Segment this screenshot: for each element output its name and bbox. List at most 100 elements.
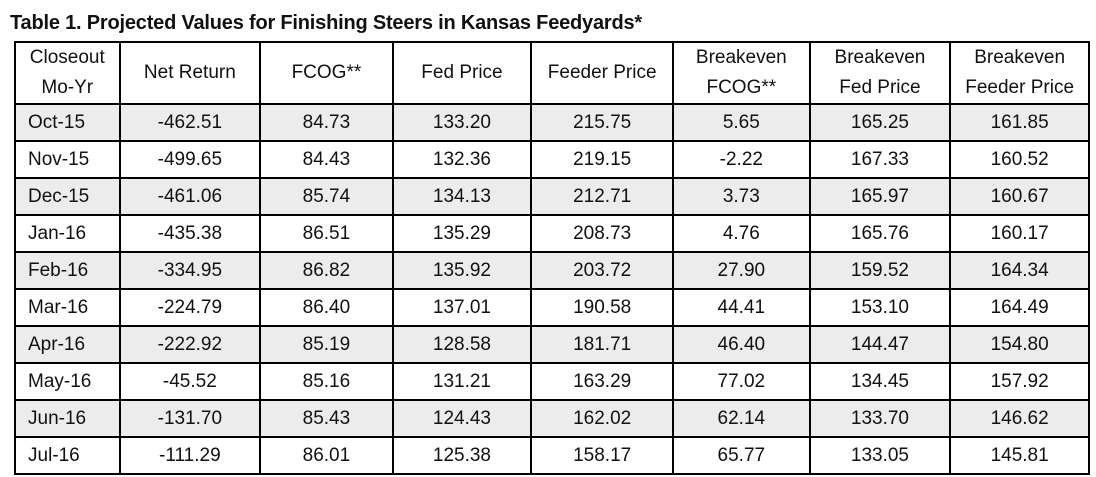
cell-breakeven-fcog: 77.02 [672,362,811,401]
cell-net-return: -435.38 [118,214,262,253]
table-header: Closeout Mo-Yr Net Return FCOG** Fed Pric… [14,41,1090,105]
cell-breakeven-feeder-price: 160.67 [949,177,1090,216]
cell-breakeven-fed-price: 133.05 [808,436,952,475]
cell-closeout-date: Jan-16 [14,214,121,253]
header-fed-price: Fed Price [391,41,533,105]
cell-fcog: 85.43 [259,399,394,438]
table-row: Mar-16 -224.79 86.40 137.01 190.58 44.41 153.1… [14,288,1090,327]
cell-feeder-price: 158.17 [530,436,675,475]
cell-fcog: 86.51 [259,214,394,253]
cell-closeout-date: Apr-16 [14,325,121,364]
cell-net-return: -111.29 [118,436,262,475]
cell-fed-price: 128.58 [391,325,533,364]
header-fcog: FCOG** [259,41,394,105]
cell-fcog: 86.01 [259,436,394,475]
header-feeder-price: Feeder Price [530,41,675,105]
cell-fed-price: 135.29 [391,214,533,253]
cell-closeout-date: May-16 [14,362,121,401]
cell-breakeven-fed-price: 133.70 [808,399,952,438]
table-row: Apr-16 -222.92 85.19 128.58 181.71 46.40 144.4… [14,325,1090,364]
cell-net-return: -461.06 [118,177,262,216]
cell-fcog: 85.19 [259,325,394,364]
table-row: Jun-16 -131.70 85.43 124.43 162.02 62.14 133.7… [14,399,1090,438]
cell-breakeven-fcog: 44.41 [672,288,811,327]
cell-closeout-date: Dec-15 [14,177,121,216]
cell-breakeven-fed-price: 144.47 [808,325,952,364]
cell-breakeven-fed-price: 153.10 [808,288,952,327]
cell-breakeven-feeder-price: 154.80 [949,325,1090,364]
table-row: Feb-16 -334.95 86.82 135.92 203.72 27.90 159.5… [14,251,1090,290]
cell-closeout-date: Jun-16 [14,399,121,438]
cell-feeder-price: 163.29 [530,362,675,401]
cell-feeder-price: 181.71 [530,325,675,364]
cell-fcog: 86.82 [259,251,394,290]
cell-breakeven-fcog: 62.14 [672,399,811,438]
cell-feeder-price: 162.02 [530,399,675,438]
table-row: Jan-16 -435.38 86.51 135.29 208.73 4.76 165.76… [14,214,1090,253]
cell-breakeven-fed-price: 159.52 [808,251,952,290]
cell-fed-price: 125.38 [391,436,533,475]
header-breakeven-fcog: Breakeven FCOG** [672,41,811,105]
cell-breakeven-fed-price: 165.97 [808,177,952,216]
cell-feeder-price: 219.15 [530,140,675,179]
cell-breakeven-feeder-price: 161.85 [949,103,1090,142]
cell-fed-price: 134.13 [391,177,533,216]
cell-breakeven-feeder-price: 157.92 [949,362,1090,401]
cell-breakeven-fcog: 5.65 [672,103,811,142]
cell-feeder-price: 203.72 [530,251,675,290]
table-row: Oct-15 -462.51 84.73 133.20 215.75 5.65 165.25… [14,103,1090,142]
cell-net-return: -462.51 [118,103,262,142]
cell-breakeven-fcog: 27.90 [672,251,811,290]
cell-closeout-date: Oct-15 [14,103,121,142]
cell-breakeven-feeder-price: 146.62 [949,399,1090,438]
cell-net-return: -131.70 [118,399,262,438]
cell-breakeven-fcog: 4.76 [672,214,811,253]
cell-net-return: -222.92 [118,325,262,364]
header-breakeven-fed-price: Breakeven Fed Price [808,41,952,105]
cell-fcog: 85.16 [259,362,394,401]
cell-feeder-price: 190.58 [530,288,675,327]
cell-breakeven-fcog: 3.73 [672,177,811,216]
cell-feeder-price: 208.73 [530,214,675,253]
cell-net-return: -224.79 [118,288,262,327]
cell-breakeven-fed-price: 134.45 [808,362,952,401]
cell-closeout-date: Feb-16 [14,251,121,290]
cell-breakeven-feeder-price: 164.49 [949,288,1090,327]
table-title: Table 1. Projected Values for Finishing … [10,12,643,34]
cell-fed-price: 137.01 [391,288,533,327]
cell-breakeven-fed-price: 167.33 [808,140,952,179]
cell-fcog: 85.74 [259,177,394,216]
cell-breakeven-feeder-price: 160.52 [949,140,1090,179]
header-net-return: Net Return [118,41,262,105]
cell-breakeven-fed-price: 165.25 [808,103,952,142]
table-row: Dec-15 -461.06 85.74 134.13 212.71 3.73 165.97… [14,177,1090,216]
cell-fed-price: 135.92 [391,251,533,290]
cell-closeout-date: Mar-16 [14,288,121,327]
cell-breakeven-fcog: 46.40 [672,325,811,364]
cell-breakeven-fcog: -2.22 [672,140,811,179]
cell-closeout-date: Jul-16 [14,436,121,475]
table-row: May-16 -45.52 85.16 131.21 163.29 77.02 134.45… [14,362,1090,401]
table-row: Nov-15 -499.65 84.43 132.36 219.15 -2.22 167.3… [14,140,1090,179]
cell-breakeven-feeder-price: 160.17 [949,214,1090,253]
cell-breakeven-feeder-price: 164.34 [949,251,1090,290]
table-body: Oct-15 -462.51 84.73 133.20 215.75 5.65 165.25… [14,103,1090,475]
cell-fed-price: 124.43 [391,399,533,438]
header-closeout: Closeout Mo-Yr [14,41,121,105]
cell-fcog: 86.40 [259,288,394,327]
header-row: Closeout Mo-Yr Net Return FCOG** Fed Pric… [14,41,1090,105]
cell-fcog: 84.73 [259,103,394,142]
cell-fed-price: 132.36 [391,140,533,179]
cell-closeout-date: Nov-15 [14,140,121,179]
cell-feeder-price: 212.71 [530,177,675,216]
cell-net-return: -45.52 [118,362,262,401]
cell-net-return: -334.95 [118,251,262,290]
cell-breakeven-fed-price: 165.76 [808,214,952,253]
table-row: Jul-16 -111.29 86.01 125.38 158.17 65.77 133.0… [14,436,1090,475]
cell-fed-price: 131.21 [391,362,533,401]
cell-feeder-price: 215.75 [530,103,675,142]
cell-fed-price: 133.20 [391,103,533,142]
cell-net-return: -499.65 [118,140,262,179]
cell-fcog: 84.43 [259,140,394,179]
header-breakeven-feeder-price: Breakeven Feeder Price [949,41,1090,105]
